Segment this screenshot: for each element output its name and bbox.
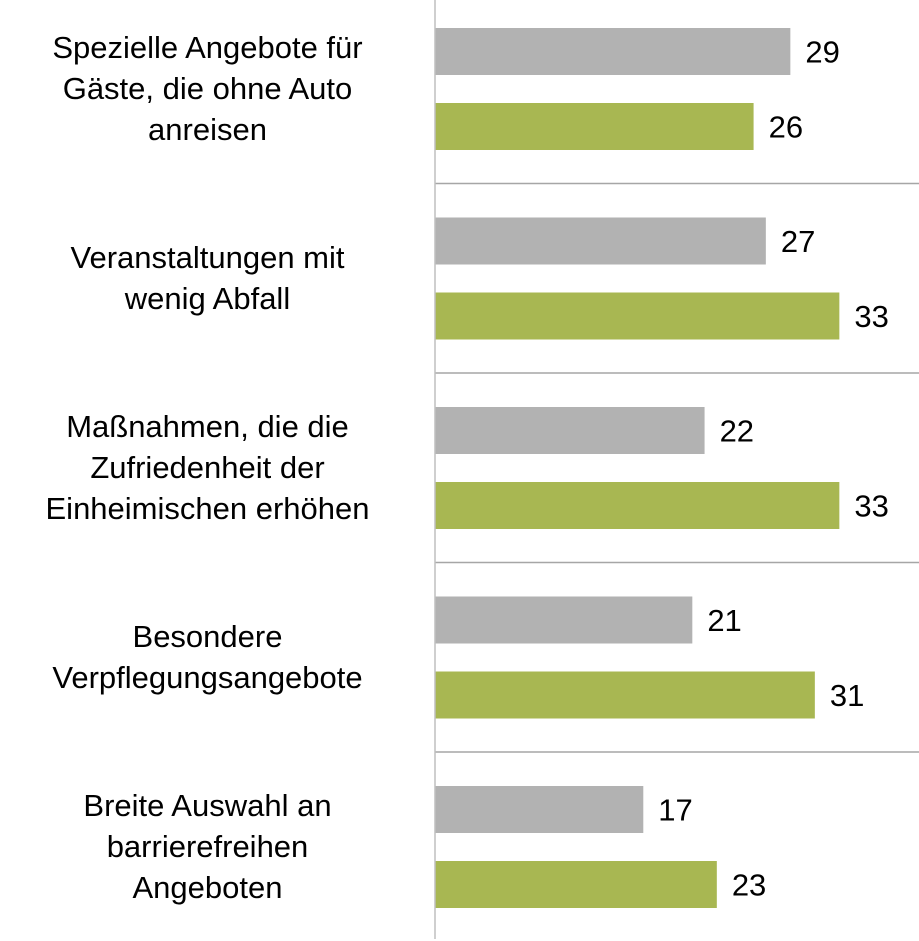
bar [435, 407, 705, 454]
value-label: 22 [720, 414, 754, 449]
bar [435, 671, 815, 719]
bar [435, 217, 766, 265]
category-label: Veranstaltungen mit wenig Abfall [70, 240, 345, 316]
value-label: 26 [769, 110, 803, 145]
category-label: Breite Auswahl an barrierefreihen Angebo… [83, 788, 332, 905]
value-label: 29 [805, 35, 839, 70]
value-label: 33 [854, 299, 888, 334]
bar [435, 103, 754, 150]
category-label: Besondere Verpflegungsangebote [52, 619, 363, 695]
value-label: 21 [707, 603, 741, 638]
value-label: 17 [658, 793, 692, 828]
bar [435, 28, 791, 75]
bar [435, 786, 644, 833]
bar [435, 861, 717, 908]
value-label: 27 [781, 224, 815, 259]
category-label: Maßnahmen, die die Zufriedenheit der Ein… [45, 409, 370, 526]
bar [435, 482, 840, 529]
value-label: 31 [830, 678, 864, 713]
value-label: 33 [854, 489, 888, 524]
category-label: Spezielle Angebote für Gäste, die ohne A… [52, 30, 363, 147]
bar [435, 292, 840, 340]
value-label: 23 [732, 868, 766, 903]
bar [435, 596, 693, 644]
